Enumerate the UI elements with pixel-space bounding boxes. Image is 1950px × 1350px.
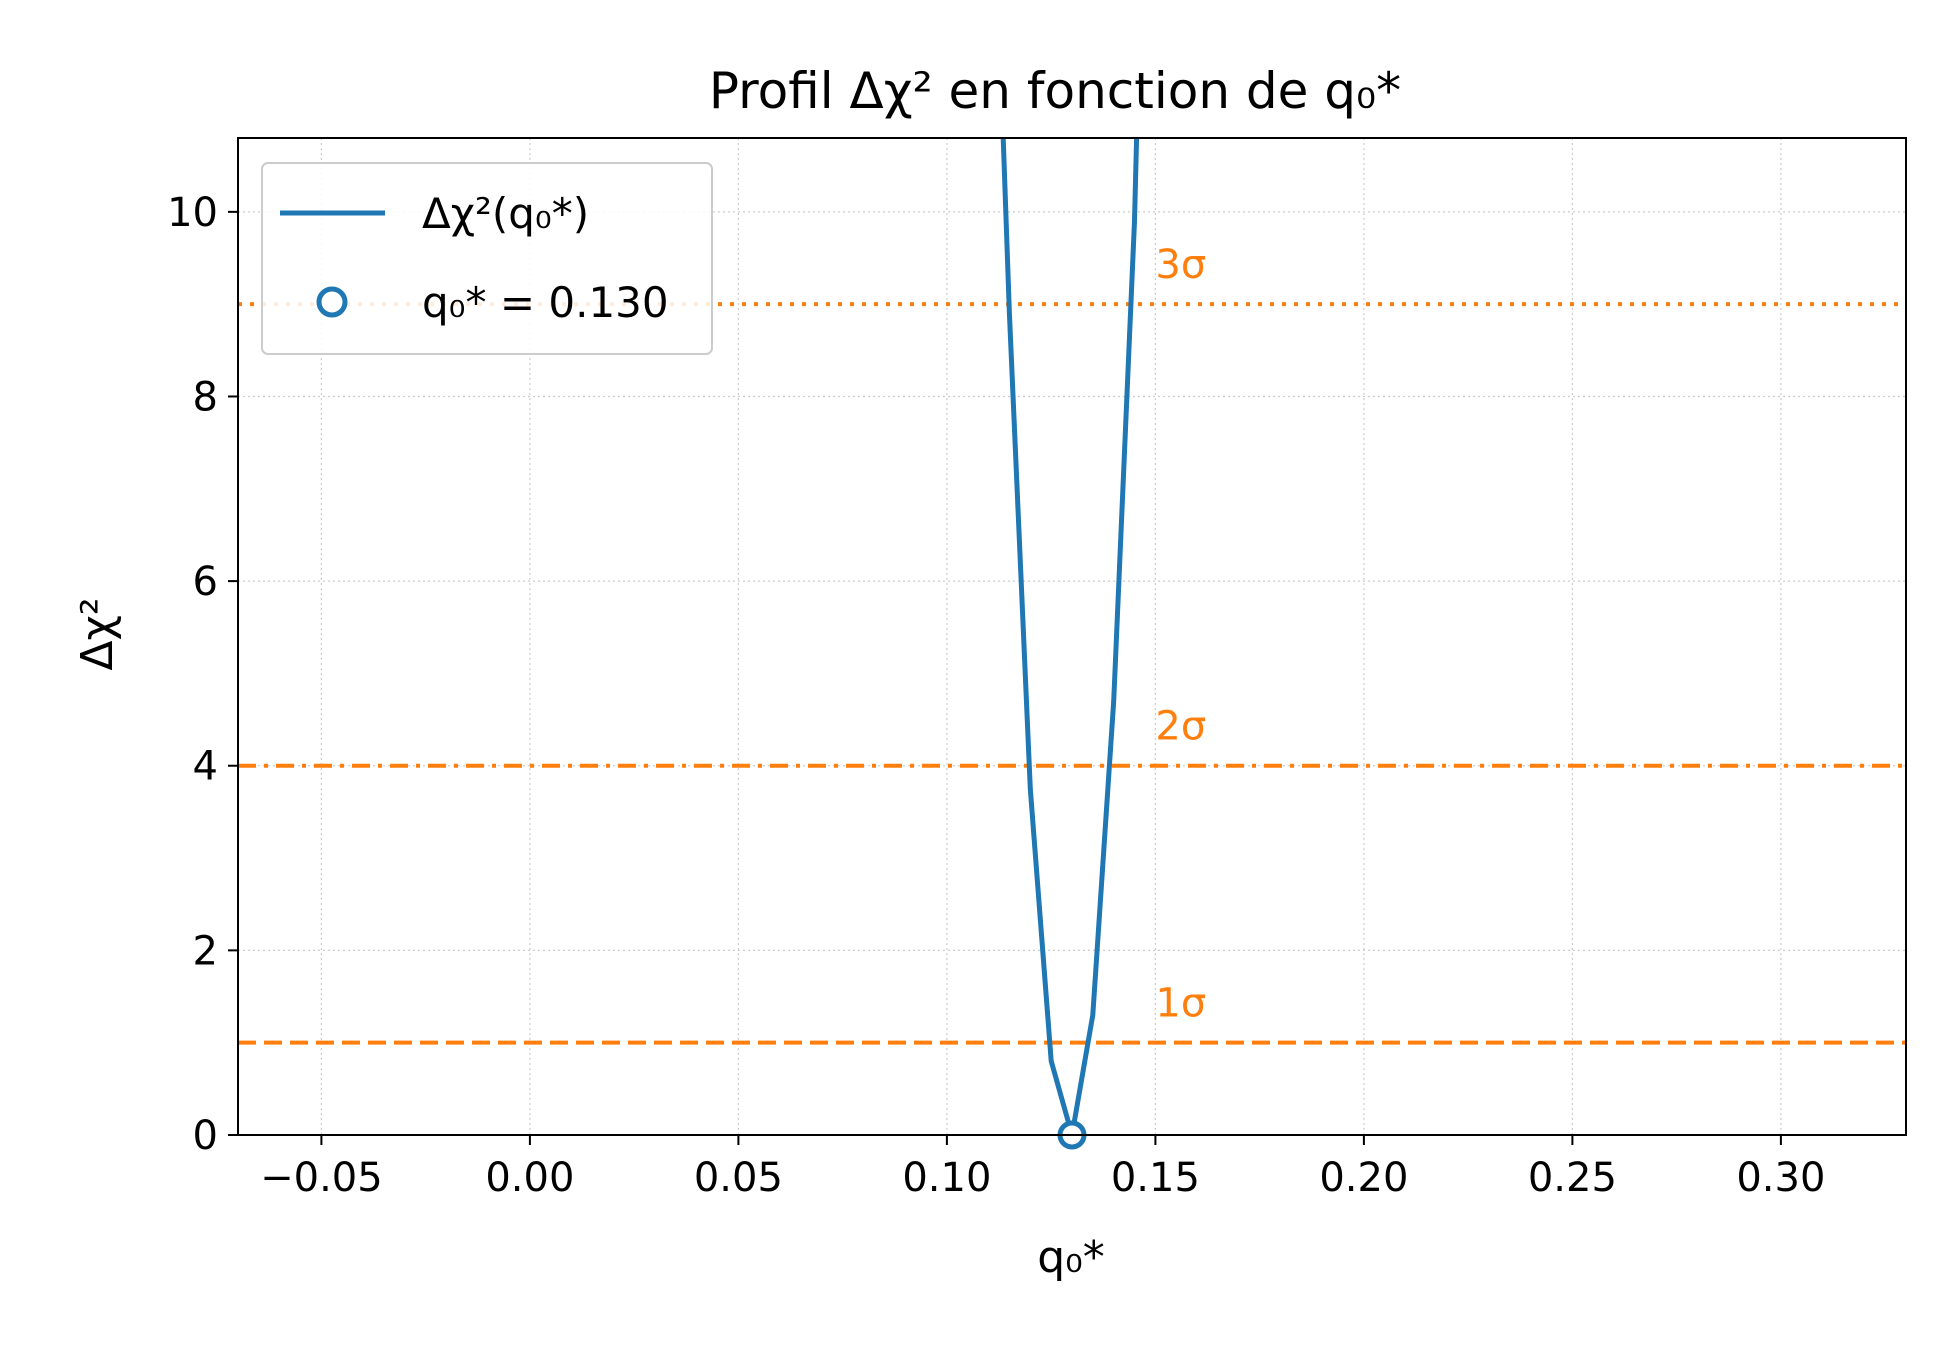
chart-title: Profil Δχ² en fonction de q₀* [709, 62, 1401, 120]
y-tick-label: 10 [167, 190, 218, 236]
x-tick-label: 0.15 [1111, 1155, 1200, 1201]
x-tick-label: 0.05 [694, 1155, 783, 1201]
y-tick-label: 6 [193, 559, 218, 605]
x-axis-label: q₀* [1037, 1232, 1105, 1283]
y-axis-ticks: 0 2 4 6 8 10 [167, 190, 238, 1159]
x-tick-label: 0.30 [1736, 1155, 1825, 1201]
reference-line-label: 1σ [1155, 981, 1206, 1027]
y-tick-label: 4 [193, 744, 218, 790]
legend-marker-swatch [316, 286, 348, 318]
x-tick-label: 0.00 [485, 1155, 574, 1201]
reference-line-label: 2σ [1155, 704, 1206, 750]
y-tick-label: 8 [193, 374, 218, 420]
legend-label-series: Δχ²(q₀*) [422, 189, 589, 238]
legend: Δχ²(q₀*) q₀* = 0.130 [261, 162, 713, 355]
y-axis-label: Δχ² [72, 597, 123, 670]
reference-line-label: 3σ [1155, 242, 1206, 288]
x-axis-ticks: −0.05 0.00 0.05 0.10 0.15 0.20 0.25 0.30 [260, 1135, 1825, 1201]
x-tick-label: 0.20 [1319, 1155, 1408, 1201]
series-layer [1000, 138, 1140, 1150]
series-line [1000, 138, 1140, 1135]
plot-frame [237, 137, 1907, 1136]
y-tick-label: 0 [193, 1113, 218, 1159]
x-tick-label: 0.10 [902, 1155, 991, 1201]
x-tick-label: 0.25 [1528, 1155, 1617, 1201]
x-tick-label: −0.05 [260, 1155, 383, 1201]
legend-label-best-fit: q₀* = 0.130 [422, 278, 669, 327]
reference-lines: 1σ 2σ 3σ [238, 242, 1906, 1045]
y-tick-label: 2 [193, 928, 218, 974]
